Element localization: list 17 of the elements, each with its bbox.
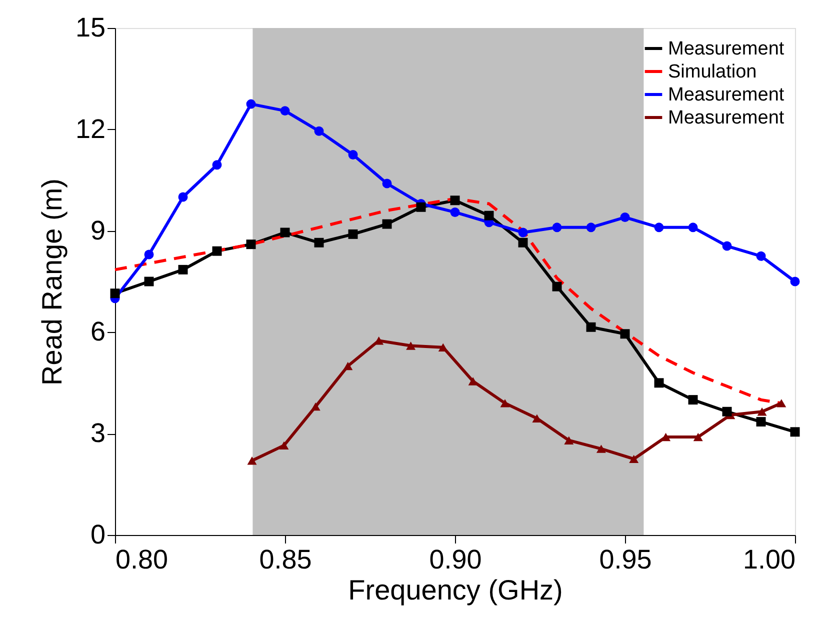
y-axis-title: Read Range (m)	[36, 178, 68, 386]
legend-label: Measurement	[668, 84, 785, 106]
x-tick-label: 0.95	[599, 544, 652, 574]
x-tick-label: 0.90	[429, 544, 482, 574]
y-tick-label: 3	[90, 418, 106, 448]
x-tick-label: 0.80	[116, 544, 168, 574]
x-axis-title: Frequency (GHz)	[348, 574, 563, 606]
y-tick-label: 0	[90, 520, 106, 550]
y-tick-label: 12	[75, 114, 106, 144]
legend-label: Simulation	[668, 62, 757, 82]
y-tick-label: 6	[90, 316, 106, 347]
y-tick-label: 9	[90, 215, 106, 246]
y-tick-label: 15	[75, 12, 106, 42]
x-tick-label: 1.00	[742, 544, 796, 574]
x-tick-label: 0.85	[259, 544, 312, 574]
legend-label: Measurement	[668, 108, 785, 128]
legend-label: Measurement	[668, 38, 785, 60]
